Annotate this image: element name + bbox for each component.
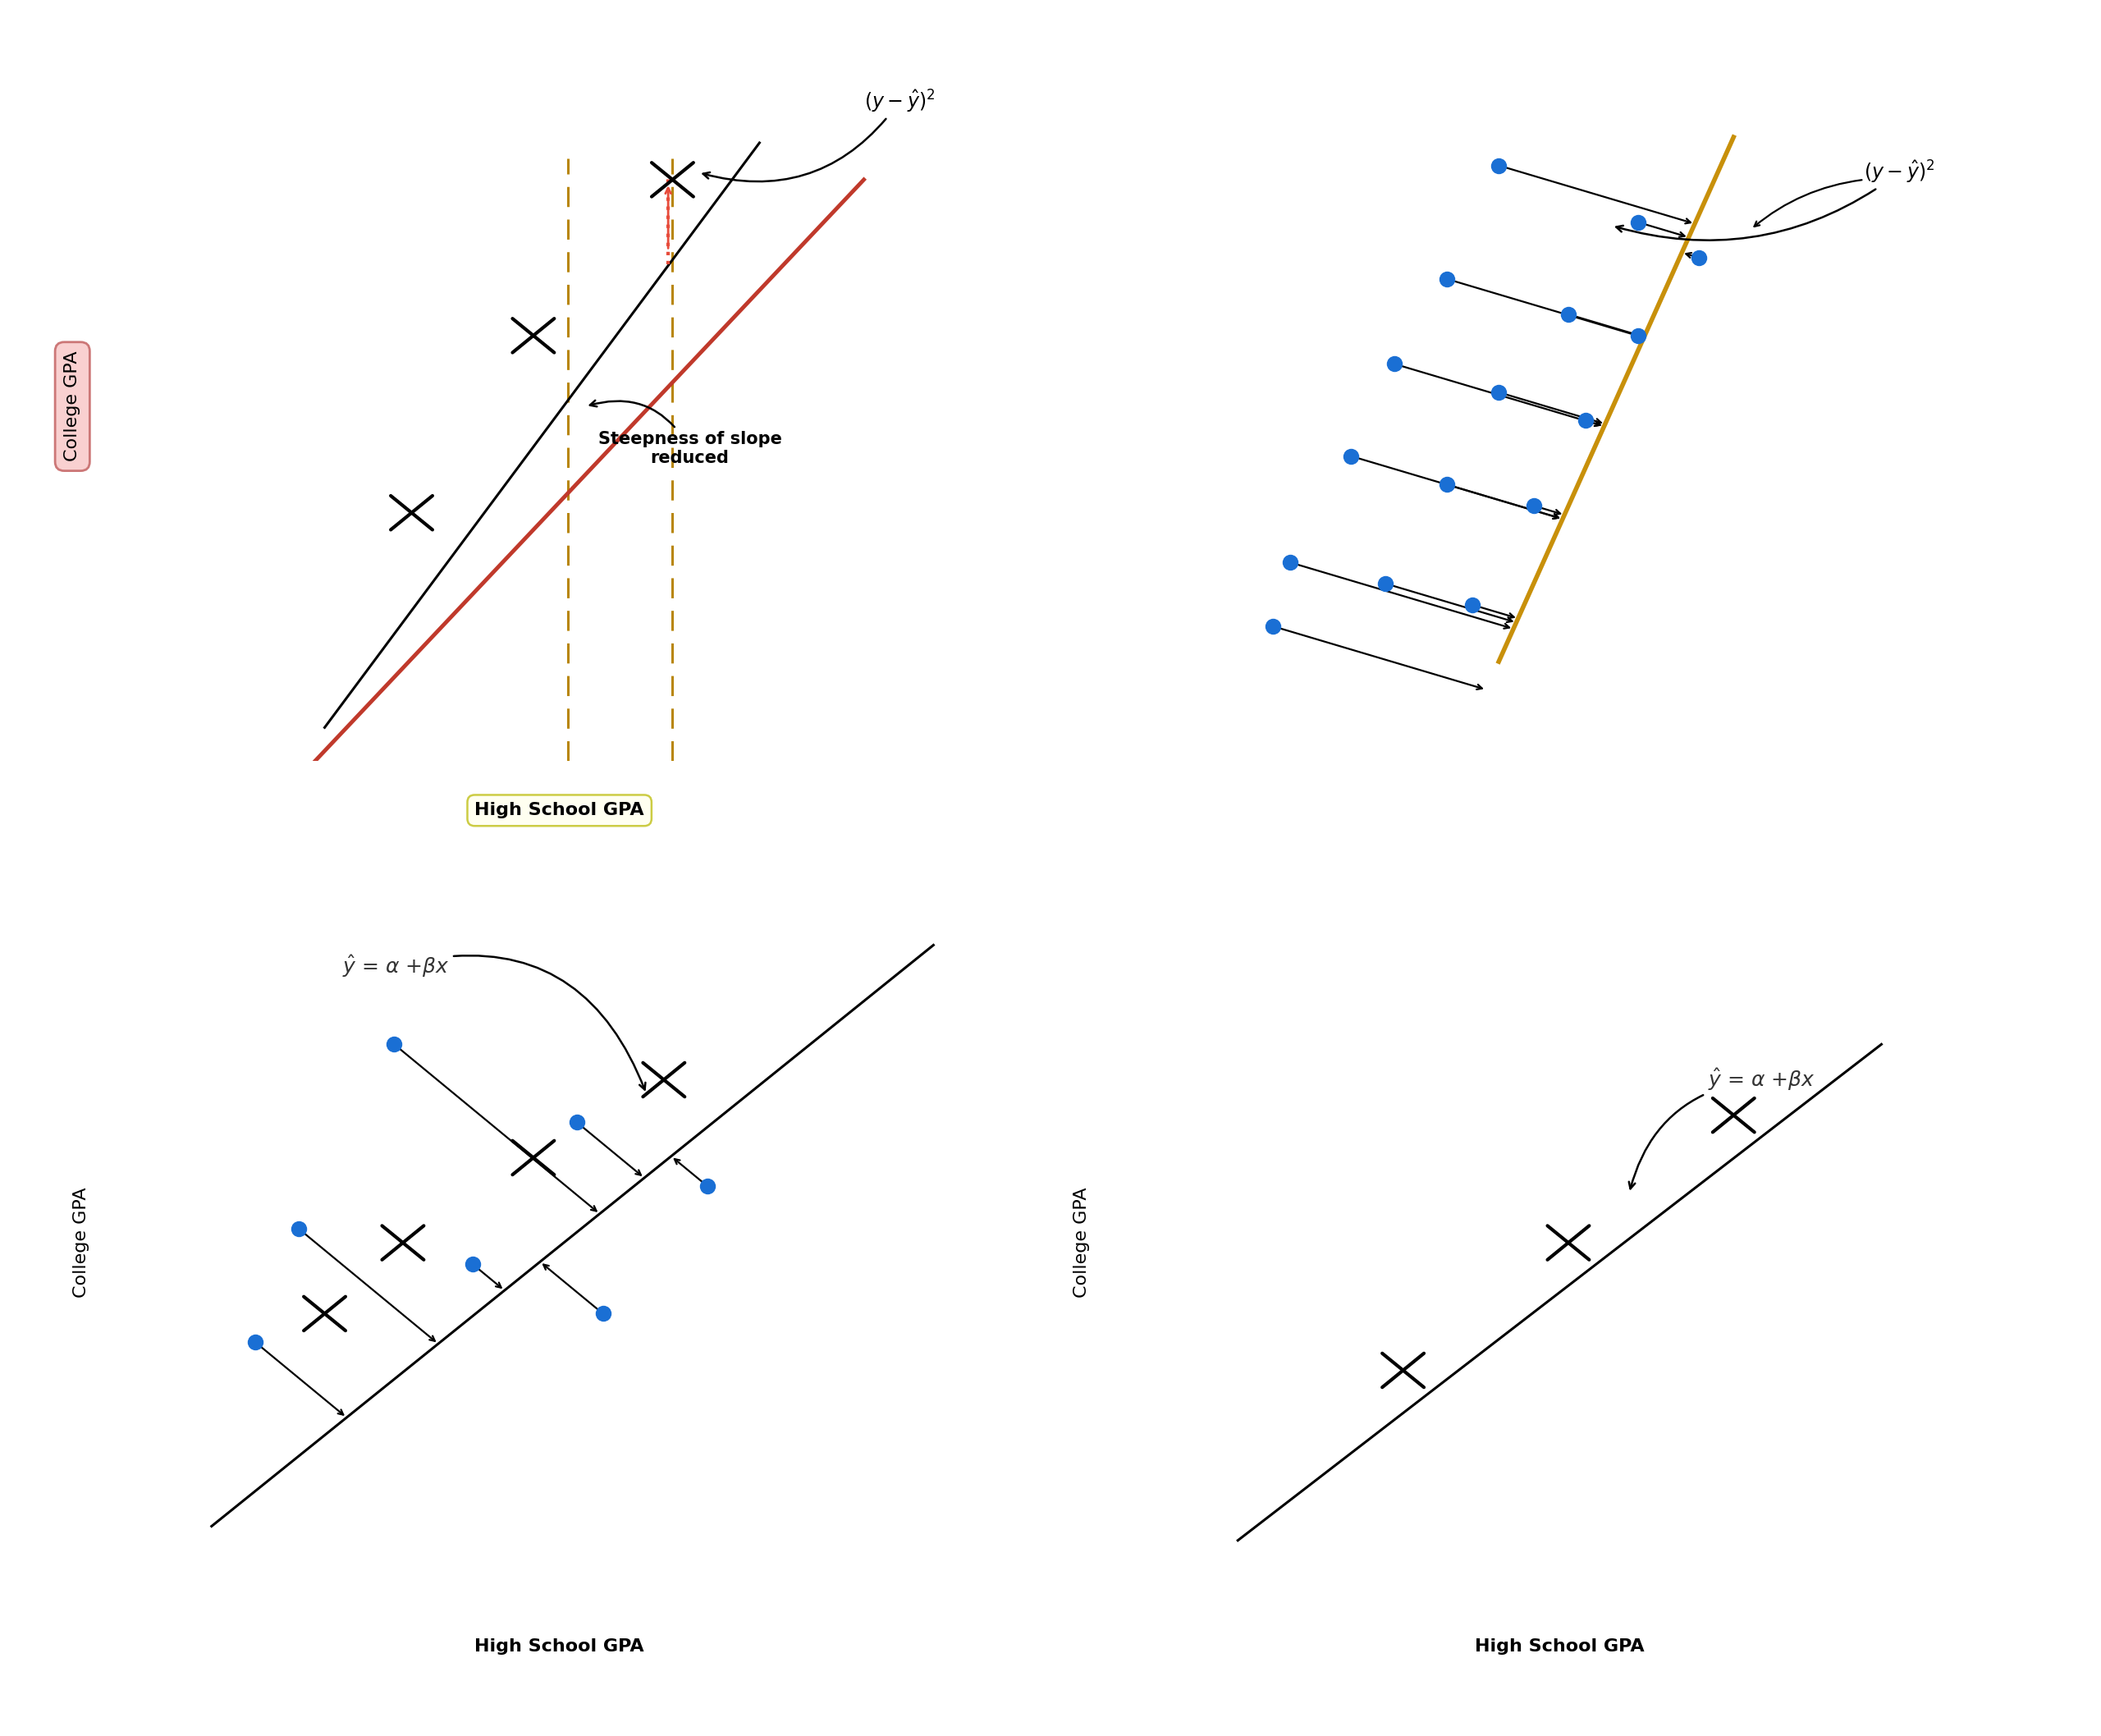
Text: College GPA: College GPA: [74, 1187, 90, 1299]
Text: $\hat{y}$ = $\alpha$ +$\beta$x: $\hat{y}$ = $\alpha$ +$\beta$x: [1628, 1066, 1815, 1189]
Text: $(y - \hat{y})^2$: $(y - \hat{y})^2$: [704, 89, 935, 182]
Text: High School GPA: High School GPA: [1475, 1639, 1645, 1654]
Text: $(y -\hat{y})^2$: $(y -\hat{y})^2$: [1616, 160, 1935, 240]
Text: Steepness of slope
reduced: Steepness of slope reduced: [590, 401, 782, 467]
Text: High School GPA: High School GPA: [475, 802, 645, 819]
Text: High School GPA: High School GPA: [475, 1639, 645, 1654]
Text: College GPA: College GPA: [65, 351, 80, 462]
Text: College GPA: College GPA: [1074, 1187, 1090, 1299]
Text: $\hat{y}$ = $\alpha$ +$\beta$x: $\hat{y}$ = $\alpha$ +$\beta$x: [342, 953, 645, 1090]
